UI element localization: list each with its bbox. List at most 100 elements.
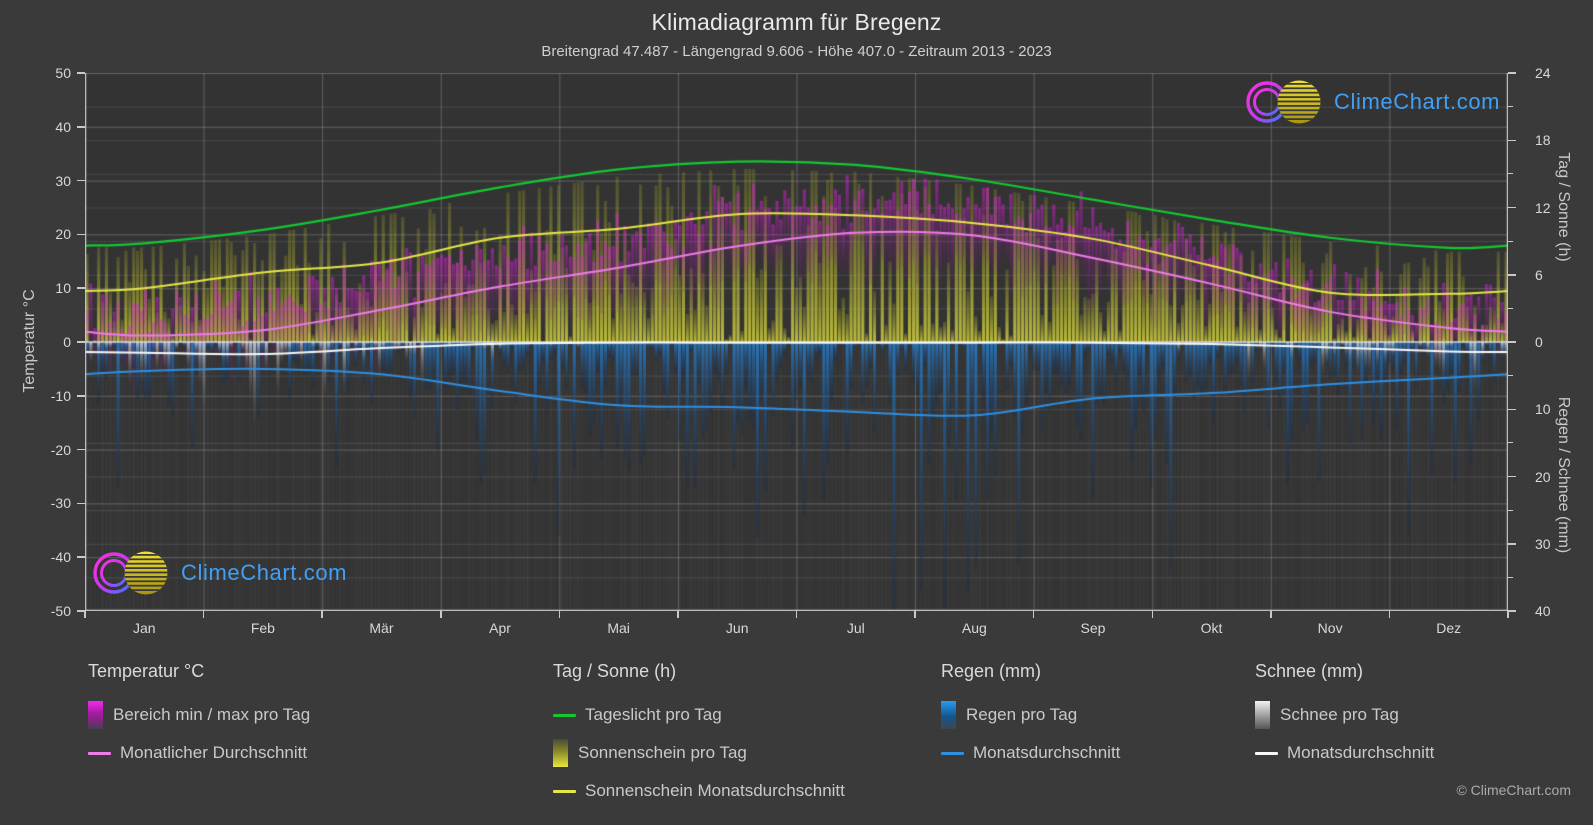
- precip-axis-tick: [1508, 408, 1516, 410]
- precip-axis-minor-tick: [1508, 442, 1513, 444]
- chart-subtitle: Breitengrad 47.487 - Längengrad 9.606 - …: [541, 43, 1052, 60]
- legend-group-day-sun: Tag / Sonne (h) Tageslicht pro Tag Sonne…: [553, 660, 845, 810]
- month-label: Aug: [961, 620, 987, 636]
- temp-axis-tick-label: 30: [55, 172, 71, 189]
- month-tick: [795, 611, 798, 618]
- sun-axis-tick: [1508, 341, 1516, 343]
- legend-item-label: Bereich min / max pro Tag: [113, 705, 311, 724]
- month-label: Apr: [489, 620, 511, 636]
- legend-item-label: Monatsdurchschnitt: [1287, 743, 1435, 762]
- sun-axis-tick: [1508, 274, 1516, 276]
- temp-axis-tick: [77, 341, 85, 343]
- temp-axis-tick-label: -40: [50, 549, 71, 566]
- month-tick: [558, 611, 561, 618]
- legend-item-label: Tageslicht pro Tag: [585, 705, 722, 724]
- month-tick: [1151, 611, 1153, 618]
- climechart-logo-icon: [1246, 80, 1321, 124]
- precip-axis-minor-tick: [1508, 576, 1513, 578]
- sun-axis-minor-tick: [1508, 106, 1513, 108]
- legend-group-title: Temperatur °C: [88, 661, 205, 681]
- month-tick: [914, 611, 916, 618]
- climate-chart-plot: [85, 73, 1508, 611]
- temp-axis-tick: [77, 179, 85, 182]
- temp-axis-tick-label: -30: [50, 495, 71, 512]
- legend-swatch-daylight-line: [553, 713, 576, 717]
- temp-axis-tick-label: 50: [55, 65, 71, 81]
- legend-item-rain-monthly-avg: Monatsdurchschnitt: [941, 734, 1120, 772]
- logo-c-ring-inner: [100, 559, 128, 587]
- month-label: Mär: [369, 620, 394, 636]
- month-label: Nov: [1317, 620, 1343, 636]
- precip-axis-tick: [1508, 610, 1516, 612]
- temp-axis-tick: [77, 610, 85, 612]
- month-label: Mai: [607, 620, 630, 636]
- legend-item-label: Monatsdurchschnitt: [973, 743, 1121, 762]
- sun-axis-minor-tick: [1508, 173, 1513, 175]
- month-tick: [84, 611, 86, 618]
- legend-swatch-temp-range-bar: [88, 701, 103, 729]
- temp-axis-tick-label: -50: [50, 603, 71, 619]
- sun-axis-tick: [1508, 139, 1516, 141]
- temp-axis-tick: [77, 448, 85, 451]
- legend-swatch-rain-avg-line: [941, 751, 964, 755]
- legend-item-label: Monatlicher Durchschnitt: [120, 743, 308, 762]
- legend-item-label: Regen pro Tag: [966, 705, 1078, 724]
- month-label: Dez: [1436, 620, 1462, 636]
- month-label: Okt: [1200, 620, 1223, 636]
- watermark-logo-bottom: ClimeChart.com: [90, 548, 347, 598]
- precip-axis-tick: [1508, 543, 1516, 545]
- temp-axis-tick-label: 20: [55, 226, 71, 243]
- month-tick: [1032, 611, 1035, 618]
- temp-axis-tick-label: 10: [55, 280, 71, 297]
- month-tick: [677, 611, 679, 618]
- sun-axis-tick-label: 18: [1535, 132, 1551, 149]
- sun-axis-tick: [1508, 206, 1516, 209]
- temp-axis-tick: [77, 502, 85, 505]
- month-tick: [202, 611, 205, 618]
- legend-item-sunshine-daily: Sonnenschein pro Tag: [553, 734, 845, 772]
- legend-item-label: Schnee pro Tag: [1280, 705, 1399, 724]
- month-label: Jan: [132, 620, 156, 636]
- climechart-logo-icon: [93, 551, 168, 595]
- page-title: Klimadiagramm für Bregenz: [651, 9, 942, 35]
- sun-axis-tick-label: 0: [1535, 334, 1543, 350]
- legend-swatch-rain-bar: [941, 701, 956, 729]
- month-label: Feb: [250, 620, 275, 636]
- legend-group-rain: Regen (mm) Regen pro Tag Monatsdurchschn…: [941, 660, 1120, 772]
- precip-axis-tick-label: 20: [1535, 468, 1551, 485]
- legend-item-snow-monthly-avg: Monatsdurchschnitt: [1255, 734, 1434, 772]
- temp-axis-tick: [77, 287, 85, 289]
- legend: Temperatur °C Bereich min / max pro Tag …: [0, 648, 1593, 808]
- month-tick: [1388, 611, 1391, 618]
- legend-group-title: Tag / Sonne (h): [553, 661, 677, 681]
- sun-axis-tick: [1508, 72, 1516, 74]
- watermark-text: ClimeChart.com: [181, 560, 348, 585]
- sun-axis-tick-label: 12: [1535, 199, 1551, 216]
- legend-group-snow: Schnee (mm) Schnee pro Tag Monatsdurchsc…: [1255, 660, 1434, 772]
- legend-item-temp-range: Bereich min / max pro Tag: [88, 696, 310, 734]
- copyright-label: © ClimeChart.com: [1456, 782, 1571, 798]
- month-tick: [321, 611, 323, 618]
- legend-swatch-snow-bar: [1255, 701, 1270, 729]
- logo-c-ring-inner: [1253, 88, 1281, 116]
- legend-swatch-sunshine-bar: [553, 739, 568, 767]
- legend-group-title: Schnee (mm): [1255, 661, 1364, 681]
- watermark-text: ClimeChart.com: [1334, 89, 1501, 114]
- temp-axis-tick-label: 0: [63, 334, 71, 350]
- precip-axis-tick-label: 40: [1535, 603, 1551, 619]
- legend-item-sunshine-monthly-avg: Sonnenschein Monatsdurchschnitt: [553, 772, 845, 810]
- sun-axis-minor-tick: [1508, 240, 1513, 242]
- temp-axis-tick: [77, 556, 85, 558]
- legend-item-rain-daily: Regen pro Tag: [941, 696, 1120, 734]
- legend-item-label: Sonnenschein Monatsdurchschnitt: [585, 781, 845, 800]
- month-label: Jul: [846, 620, 865, 636]
- temp-axis-tick: [77, 233, 85, 236]
- precip-axis-minor-tick: [1508, 509, 1513, 511]
- sun-axis-minor-tick: [1508, 307, 1513, 309]
- temp-axis-tick: [77, 72, 85, 74]
- precip-axis-tick-label: 30: [1535, 535, 1551, 552]
- temp-axis-tick-label: -10: [50, 387, 71, 404]
- precip-axis-minor-tick: [1508, 375, 1513, 377]
- legend-swatch-temp-avg-line: [88, 751, 111, 755]
